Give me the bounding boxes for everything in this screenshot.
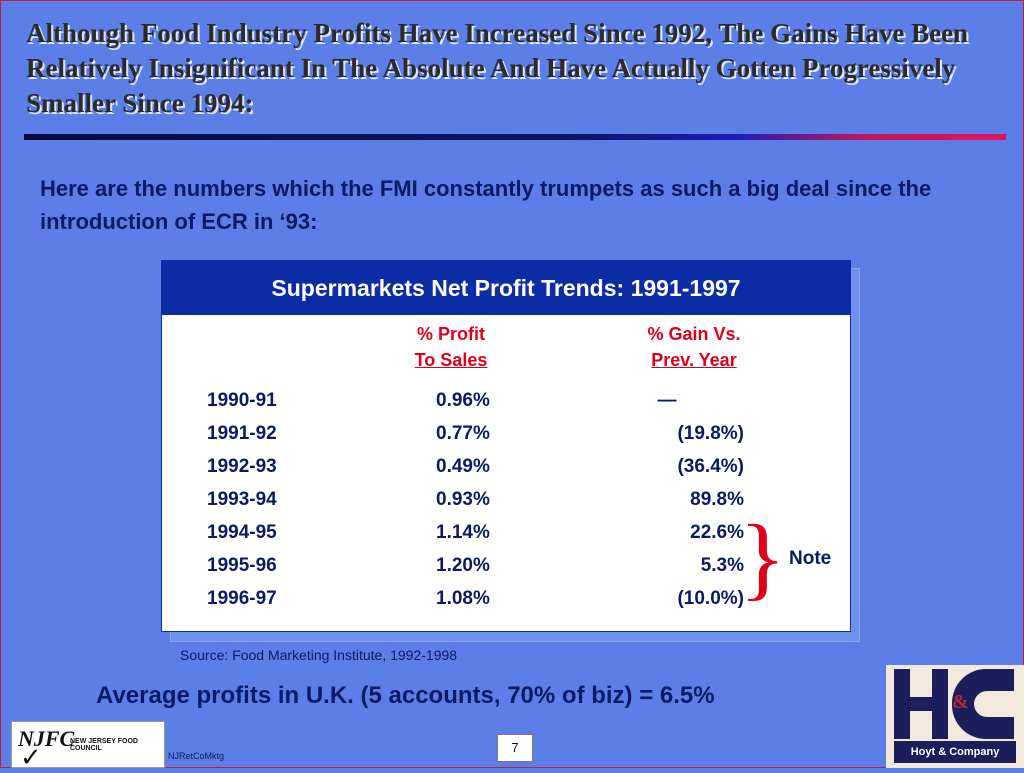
hc-letter-h [894,669,948,739]
table-row: 1996-97 1.08% (10.0%) [162,582,850,615]
uk-average-note: Average profits in U.K. (5 accounts, 70%… [96,682,715,709]
row-profit: 0.96% [436,390,490,411]
footer-code: NJRetCoMktg [168,751,225,761]
table-row: 1991-92 0.77% (19.8%) [162,417,850,450]
row-gain: (36.4%) [677,456,744,477]
col-header-gain: % Gain Vs. Prev. Year [614,321,774,373]
checkmark-icon: ✓ [20,742,42,772]
hc-ampersand: & [952,691,969,713]
row-year: 1995-96 [207,555,277,576]
slide-title: Although Food Industry Profits Have Incr… [26,18,969,118]
row-gain: — [657,390,677,411]
table-row: 1992-93 0.49% (36.4%) [162,450,850,483]
row-profit: 1.20% [436,555,490,576]
row-year: 1993-94 [207,489,277,510]
table-row: 1995-96 1.20% 5.3% [162,549,850,582]
hc-monogram: & [894,669,1016,739]
title-rule [24,134,1006,140]
row-profit: 1.14% [436,522,490,543]
row-profit: 0.49% [436,456,490,477]
col-header-gain-line1: % Gain Vs. [647,324,741,344]
row-gain: (19.8%) [677,423,744,444]
col-header-profit-line2: To Sales [414,350,488,370]
brace-note: Note [789,548,832,569]
njfc-logo-name: NEW JERSEY FOOD COUNCIL [70,738,138,752]
hoyt-company-logo: & Hoyt & Company [886,665,1024,768]
intro-text: Here are the numbers which the FMI const… [40,176,932,234]
hc-company-name: Hoyt & Company [894,741,1016,763]
row-gain: (10.0%) [677,588,744,609]
col-header-profit: % Profit To Sales [376,321,526,373]
row-profit: 1.08% [436,588,490,609]
brace-mark: } [739,506,787,610]
row-year: 1994-95 [207,522,277,543]
row-profit: 0.93% [436,489,490,510]
row-year: 1991-92 [207,423,277,444]
profit-table: Supermarkets Net Profit Trends: 1991-199… [161,260,851,632]
njfc-logo-mark: NJFC [18,726,75,751]
row-year: 1992-93 [207,456,277,477]
table-row: 1994-95 1.14% 22.6% [162,516,850,549]
table-title: Supermarkets Net Profit Trends: 1991-199… [162,261,850,315]
page-number: 7 [497,734,533,762]
col-header-profit-line1: % Profit [416,324,485,344]
col-header-gain-line2: Prev. Year [651,350,737,370]
row-gain: 89.8% [690,489,744,510]
table-row: 1990-91 0.96% — [162,384,850,417]
njfc-logo: NJFC ✓ NEW JERSEY FOOD COUNCIL [11,721,165,772]
hc-letter-c [952,669,1014,739]
table-row: 1993-94 0.93% 89.8% [162,483,850,516]
row-year: 1996-97 [207,588,277,609]
row-gain: 5.3% [700,555,744,576]
row-gain: 22.6% [690,522,744,543]
row-profit: 0.77% [436,423,490,444]
source-citation: Source: Food Marketing Institute, 1992-1… [180,647,458,663]
row-year: 1990-91 [207,390,277,411]
